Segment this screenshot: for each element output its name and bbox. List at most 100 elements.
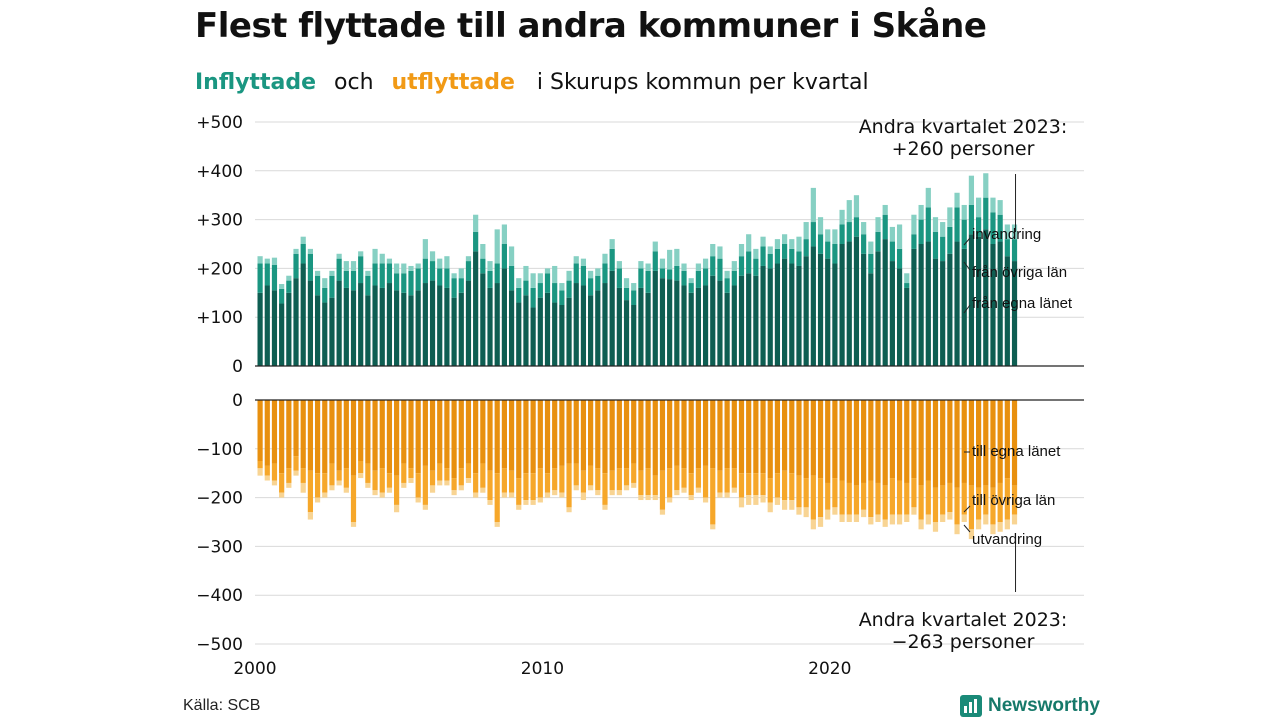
bar-in-own-county [738,275,745,366]
bar-out-own-county [760,400,766,474]
bar-out-own-county [976,400,982,488]
bar-in-other-county [753,258,759,276]
bar-out-other-county [336,470,342,481]
legend-leader [963,237,971,246]
bar-out-own-county [300,400,306,469]
bar-in-own-county [458,292,464,366]
bar-in-other-county [588,278,594,296]
bar-out-other-county [257,461,263,469]
bar-in-other-county [681,270,687,286]
bar-in-other-county [616,268,622,288]
bar-in-immigration [667,249,673,270]
bar-in-other-county [544,273,551,293]
bar-out-emigration [544,492,551,498]
bar-in-immigration [983,173,989,198]
bar-in-own-county [846,241,852,366]
bar-in-immigration [300,236,306,244]
bar-in-own-county [580,285,587,366]
bar-out-other-county [983,485,989,515]
bar-out-emigration [602,504,608,510]
bar-in-immigration [422,239,428,259]
bar-in-immigration [271,257,278,265]
bar-out-own-county [940,400,946,486]
bar-in-own-county [602,283,608,366]
bar-out-emigration [257,468,263,476]
bar-out-emigration [264,475,270,481]
bar-out-other-county [552,468,558,491]
bar-in-own-county [976,236,982,366]
bar-out-own-county [437,400,443,464]
annotation-bottom-line2: −263 personer [892,631,1035,653]
bar-out-own-county [990,400,996,488]
bar-in-own-county [688,292,694,366]
y-tick-label: +300 [196,211,243,231]
bar-out-other-county [997,482,1003,522]
bar-in-own-county [422,283,428,366]
bar-in-other-county [422,258,428,284]
bar-in-other-county [976,217,982,237]
bar-in-own-county [659,278,666,366]
bar-in-own-county [1004,256,1010,366]
x-tick-label: 2020 [808,659,851,679]
bar-in-own-county [264,285,270,366]
bar-out-own-county [465,400,472,464]
bar-in-immigration [264,258,270,264]
bar-in-own-county [667,279,673,366]
bar-in-own-county [782,258,788,366]
bar-in-other-county [1011,239,1018,262]
bar-in-own-county [329,297,335,366]
bar-in-other-county [760,246,766,266]
bar-out-own-county [379,400,385,469]
bar-in-other-county [738,256,745,276]
bar-in-other-county [631,290,637,305]
bar-out-own-county [839,400,845,481]
bar-out-emigration [394,504,400,513]
bar-out-other-county [724,468,730,493]
bar-out-other-county [832,478,838,508]
bar-out-other-county [307,470,313,513]
bar-in-own-county [896,268,903,366]
bar-in-immigration [458,268,464,279]
bar-out-emigration [702,497,709,503]
bar-out-emigration [738,497,745,508]
bar-in-immigration [408,265,414,271]
bar-out-own-county [667,400,673,469]
bar-out-emigration [314,497,321,503]
bar-out-own-county [868,400,874,481]
bar-in-own-county [516,302,522,366]
bar-in-immigration [588,270,594,279]
bar-out-emigration [473,492,479,498]
bar-out-emigration [588,485,594,491]
bar-out-emigration [350,522,357,527]
bar-in-other-county [451,278,457,298]
bar-in-immigration [429,251,436,262]
bar-in-other-county [444,268,450,288]
bar-in-own-county [394,290,400,366]
bar-out-other-county [782,470,788,501]
bar-in-own-county [307,280,313,366]
bar-in-own-county [947,253,953,366]
bar-in-other-county [724,278,730,293]
bar-in-own-county [473,251,479,366]
bar-out-emigration [817,517,824,527]
bar-in-own-county [314,295,321,366]
bar-out-emigration [861,509,867,518]
bar-in-other-county [523,280,529,296]
x-tick-label: 2010 [521,659,564,679]
bar-in-other-county [947,226,953,254]
bar-out-other-county [609,470,615,491]
bar-out-emigration [1004,519,1010,530]
bar-out-emigration [810,519,816,530]
bar-in-other-county [415,268,421,291]
bar-in-other-county [494,263,500,284]
bar-out-emigration [803,507,809,518]
bar-out-other-county [789,473,795,501]
bar-out-own-county [293,400,299,457]
bar-out-other-county [573,463,579,486]
bar-out-emigration [523,500,529,505]
bar-in-other-county [465,261,472,281]
bar-in-own-county [257,292,263,366]
bar-out-other-county [774,473,781,498]
bar-out-own-county [710,400,716,469]
bar-out-own-county [731,400,737,469]
